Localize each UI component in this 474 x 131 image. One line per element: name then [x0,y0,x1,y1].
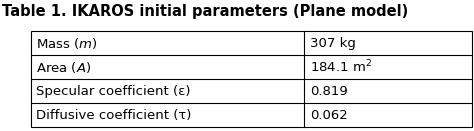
Text: 0.819: 0.819 [310,85,347,98]
Text: Area ($A$): Area ($A$) [36,60,92,75]
Text: Mass ($m$): Mass ($m$) [36,36,98,51]
Text: 184.1 m$^2$: 184.1 m$^2$ [310,59,372,76]
Bar [31,31,472,127]
Text: 307 kg: 307 kg [310,37,356,50]
Text: Diffusive coefficient (τ): Diffusive coefficient (τ) [36,109,192,122]
Text: 0.062: 0.062 [310,109,347,122]
Text: Table 1. IKAROS initial parameters (Plane model): Table 1. IKAROS initial parameters (Plan… [2,4,409,19]
Text: Specular coefficient (ε): Specular coefficient (ε) [36,85,191,98]
